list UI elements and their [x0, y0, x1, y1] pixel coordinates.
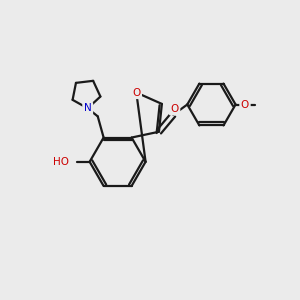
Text: O: O	[241, 100, 249, 110]
Text: N: N	[84, 103, 92, 113]
Text: HO: HO	[53, 157, 69, 167]
Text: O: O	[132, 88, 140, 98]
Text: O: O	[170, 104, 179, 114]
